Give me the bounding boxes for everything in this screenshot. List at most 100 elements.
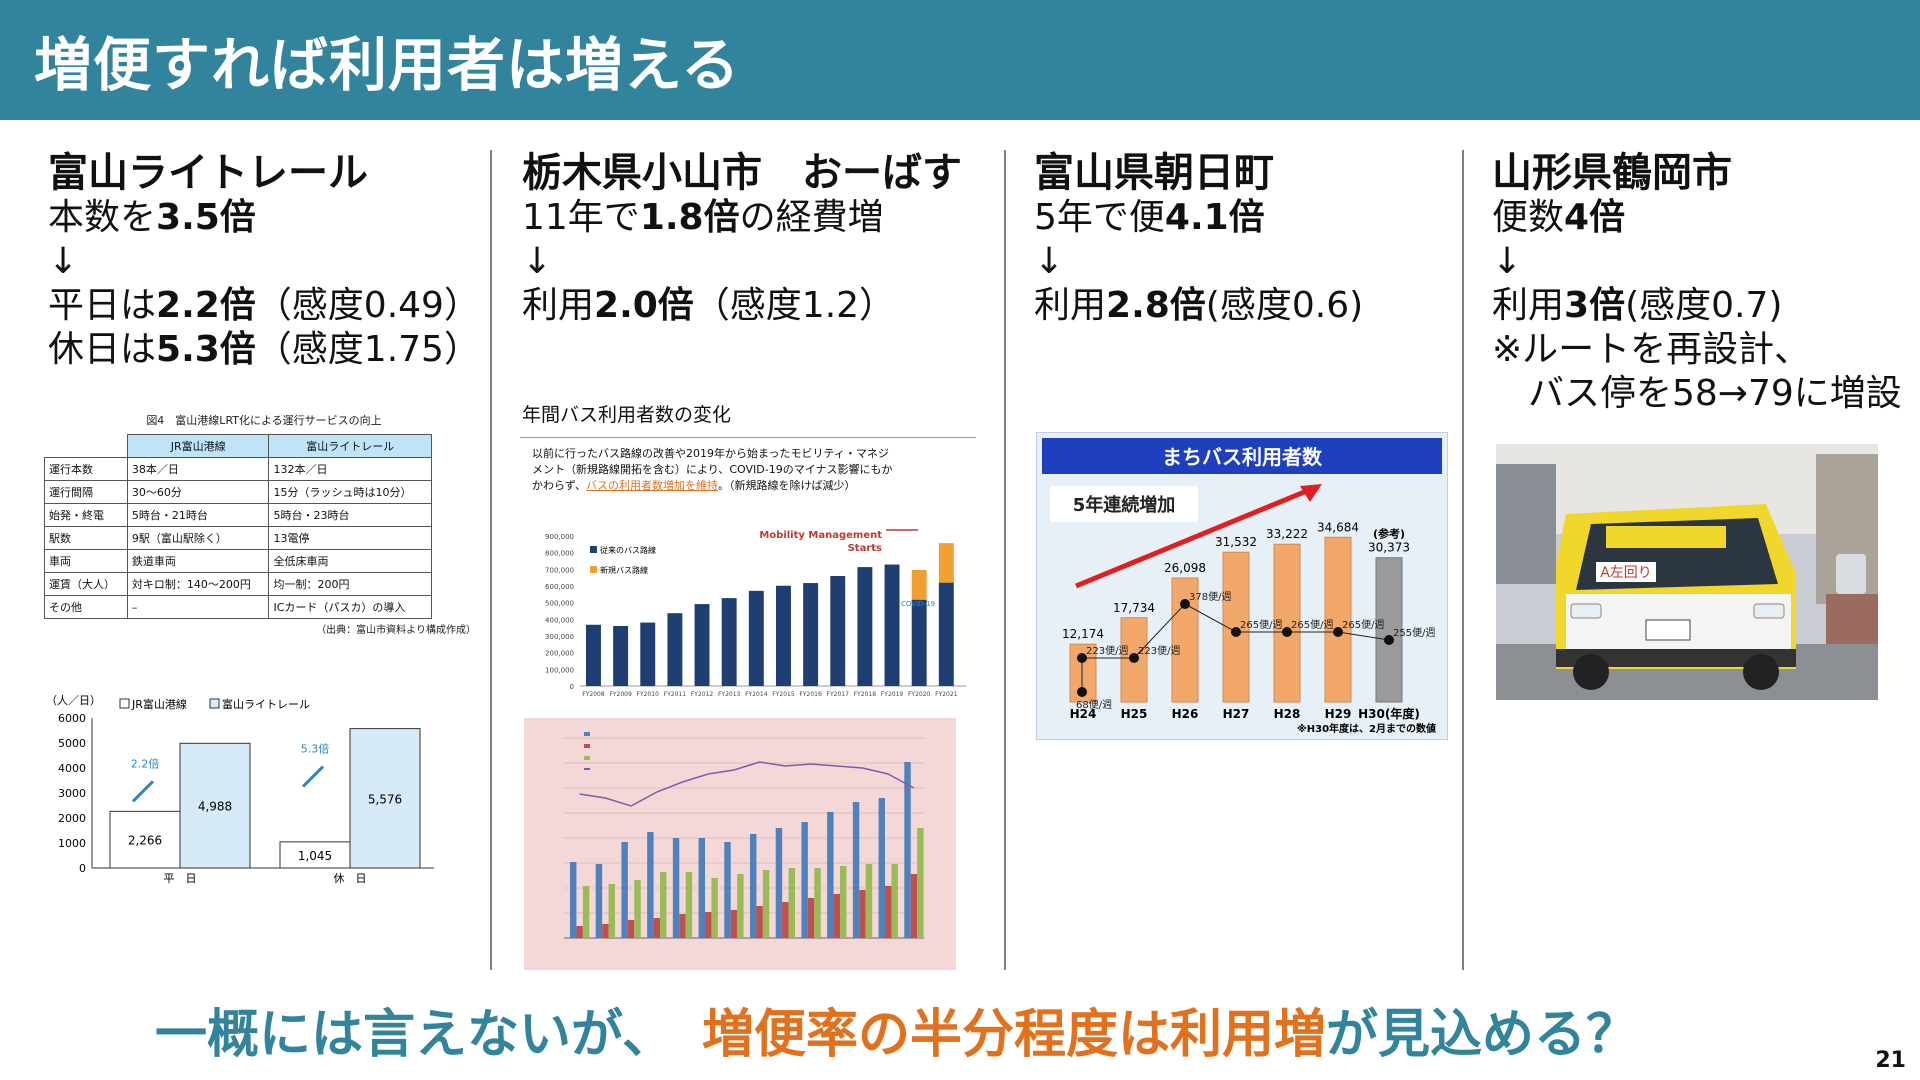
- y-tick-label: 200,000: [545, 650, 574, 658]
- series-bar-blue: [698, 838, 705, 938]
- bar-jr: [109, 810, 181, 869]
- down-arrow: ↓: [1492, 241, 1523, 282]
- x-tick-label: H24: [1070, 707, 1097, 721]
- x-tick-label: FY2011: [664, 691, 687, 698]
- frequency-point: [1077, 687, 1087, 697]
- bar-existing-routes: [776, 585, 791, 686]
- table-caption: 図4 富山港線LRT化による運行サービスの向上: [146, 414, 382, 427]
- service-comparison-table: 図4 富山港線LRT化による運行サービスの向上 JR富山港線 富山ライトレール …: [44, 408, 484, 636]
- series-bar-blue: [621, 842, 628, 938]
- x-tick-label: H29: [1325, 707, 1352, 721]
- x-tick-label: FY2010: [637, 691, 660, 698]
- y-tick-label: 300,000: [545, 633, 574, 641]
- series-bar-red: [782, 902, 789, 938]
- series-bar-green: [634, 880, 641, 938]
- figure-note: 以前に行ったバス路線の改善や2019年から始まったモビリティ・マネジ メント（新…: [520, 437, 976, 494]
- table: JR富山港線 富山ライトレール 運行本数 38本／日 132本／日 運行間隔 30〜6…: [44, 434, 432, 619]
- y-tick-label: 6000: [58, 712, 86, 725]
- table-row: その他 – ICカード（パスカ）の導入: [44, 595, 432, 619]
- column-oyama-obus: 栃木県小山市 おーばす 11年で1.8倍の経費増 ↓ 利用2.0倍（感度1.2）: [522, 150, 962, 328]
- legend-swatch: [119, 698, 130, 709]
- frequency-point: [1077, 653, 1087, 663]
- bar-existing-routes: [911, 599, 927, 686]
- x-tick-label: FY2017: [827, 691, 850, 698]
- ratio-arrow: [131, 780, 155, 803]
- conclusion-message: 一概には言えないが、 増便率の半分程度は利用増が見込める？: [155, 1005, 1638, 1065]
- series-bar-green: [917, 828, 924, 938]
- bar-value-label: 12,174: [1062, 627, 1104, 641]
- table-row: 駅数 9駅（富山駅除く） 13電停: [44, 526, 432, 550]
- bar-existing-routes: [748, 590, 764, 686]
- y-tick-label: 4000: [58, 762, 86, 775]
- text-line: 利用2.0倍（感度1.2）: [522, 285, 896, 326]
- annotation-mm: Mobility Management: [759, 530, 882, 541]
- y-tick-label: 100,000: [545, 666, 574, 674]
- y-tick-label: 1000: [58, 837, 86, 850]
- table-source: （出典：富山市資料より構成作成）: [316, 625, 476, 636]
- table-row: 運行間隔 30〜60分 15分（ラッシュ時は10分）: [44, 480, 432, 504]
- series-bar-red: [705, 912, 712, 938]
- series-bar-green: [685, 872, 693, 938]
- bar-value-label: 26,098: [1164, 561, 1206, 575]
- route-sign-text: A左回り: [1600, 565, 1652, 581]
- series-bar-blue: [647, 832, 654, 938]
- legend-label: 従来のバス路線: [600, 545, 656, 555]
- frequency-label: 223便/週: [1138, 644, 1180, 657]
- x-tick-label: FY2020: [908, 691, 931, 698]
- legend-swatch: [590, 546, 597, 553]
- frequency-label: 68便/週: [1076, 698, 1112, 711]
- text-line: 利用2.8倍(感度0.6): [1034, 285, 1364, 326]
- frequency-label: 265便/週: [1240, 618, 1282, 631]
- series-bar-blue: [878, 798, 885, 938]
- table-row: 車両 鉄道車両 全低床車両: [44, 549, 432, 573]
- ratio-label: 2.2倍: [131, 756, 160, 770]
- bar-value-label: 17,734: [1113, 601, 1155, 615]
- bar-existing-routes: [857, 567, 873, 686]
- annotation-covid: COVID-19: [901, 600, 935, 608]
- series-bar-green: [840, 866, 847, 938]
- x-tick-label: H25: [1121, 707, 1148, 721]
- table-row: 始発・終電 5時台・21時台 5時台・23時台: [44, 503, 432, 527]
- frequency-point: [1231, 627, 1241, 637]
- series-bar-red: [730, 910, 738, 938]
- series-bar-blue: [570, 862, 577, 938]
- x-tick-label: 休 日: [334, 872, 367, 885]
- series-bar-red: [653, 918, 660, 938]
- badge-text: 5年連続増加: [1073, 494, 1176, 516]
- series-bar-green: [711, 878, 718, 938]
- down-arrow: ↓: [48, 241, 79, 282]
- annual-riders-bar-chart: 900,000 800,000 700,000 600,000 500,000 400,0…: [545, 529, 966, 698]
- series-bar-green: [737, 874, 744, 938]
- series-bar-red: [885, 886, 892, 938]
- bar-value-label: 1,045: [298, 849, 332, 863]
- legend-swatch: [590, 566, 597, 573]
- bar-existing-routes: [694, 604, 710, 686]
- series-bar-blue: [672, 838, 680, 938]
- series-line: [579, 761, 915, 807]
- series-bar-red: [576, 926, 583, 938]
- x-tick-label: H27: [1223, 707, 1250, 721]
- table-header-cell: JR富山港線: [126, 434, 270, 458]
- x-tick-label: H30(年度): [1358, 706, 1420, 721]
- series-bar-green: [660, 872, 667, 938]
- bar-value-label: 5,576: [368, 792, 402, 806]
- bar: [1324, 536, 1352, 703]
- table-header-cell: 富山ライトレール: [268, 434, 432, 458]
- x-tick-label: FY2015: [772, 691, 795, 698]
- bar: [1375, 557, 1403, 703]
- frequency-point: [1282, 627, 1292, 637]
- figure-title: 年間バス利用者数の変化: [522, 404, 732, 426]
- column-asahi-town: 富山県朝日町 5年で便4.1倍 ↓ 利用2.8倍(感度0.6): [1034, 150, 1363, 328]
- series-bar-red: [602, 924, 609, 938]
- annotation-mm: Starts: [848, 543, 882, 554]
- x-tick-label: FY2016: [799, 691, 822, 698]
- bar-new-routes: [938, 543, 954, 583]
- column-divider: [490, 150, 492, 970]
- title-bar: 増便すれば利用者は増える: [0, 0, 1920, 120]
- badge-box: [1050, 486, 1198, 522]
- frequency-label: 255便/週: [1393, 626, 1435, 639]
- text-line: 便数4倍: [1492, 197, 1626, 238]
- x-tick-label: H26: [1172, 707, 1199, 721]
- community-bus-photo: A左回り: [1496, 444, 1878, 700]
- lightrail-ridership-chart: （人／日） JR富山港線 富山ライトレール 6000 5000 4000 3000 2000 1…: [44, 692, 444, 886]
